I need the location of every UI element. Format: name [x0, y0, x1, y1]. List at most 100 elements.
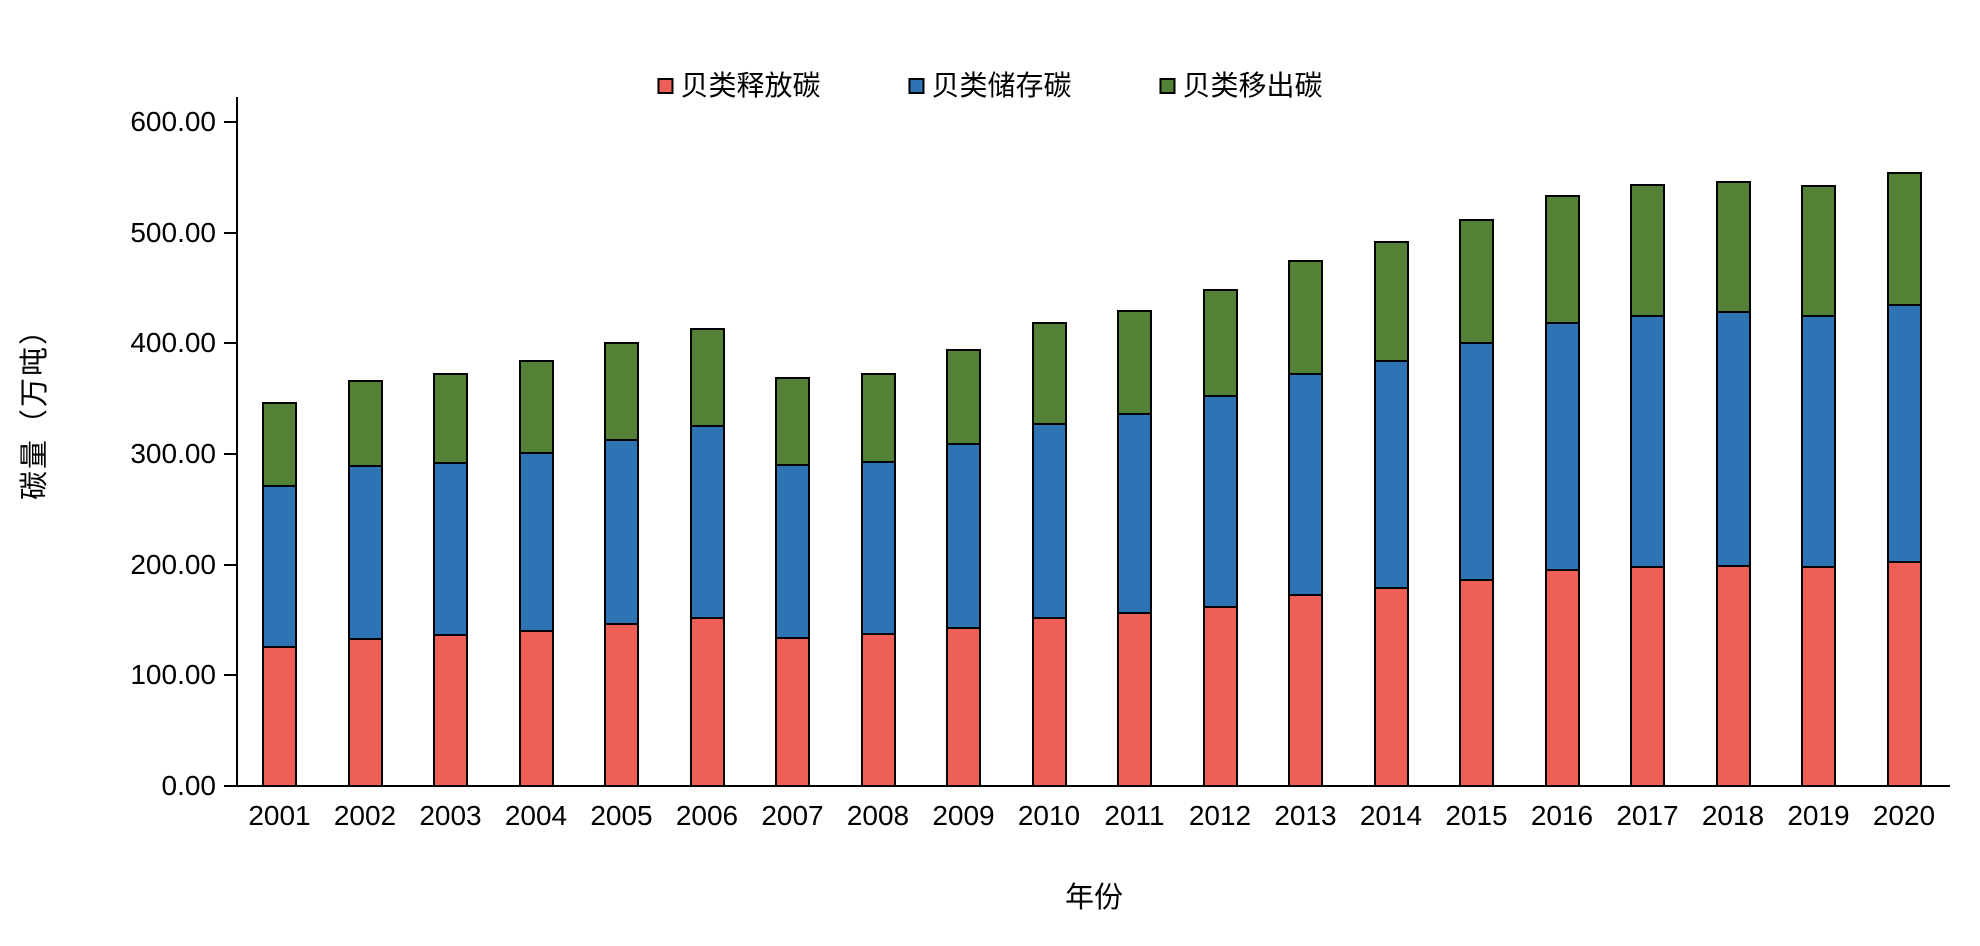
bar-2004-segment-贝类储存碳 [518, 451, 554, 633]
legend-item: 贝类储存碳 [908, 70, 1072, 101]
y-tick-label: 100.00 [130, 659, 216, 691]
bar-2011-segment-贝类移出碳 [1117, 310, 1152, 416]
y-tick [224, 453, 236, 455]
y-tick-label: 200.00 [130, 548, 216, 580]
bar-2006-segment-贝类释放碳 [689, 616, 725, 787]
y-tick-label: 300.00 [130, 438, 216, 469]
x-tick-label: 2017 [1616, 800, 1679, 831]
x-tick-label: 2003 [419, 800, 482, 831]
bar-2003-segment-贝类移出碳 [433, 373, 468, 464]
bar-2017-segment-贝类释放碳 [1630, 565, 1665, 787]
legend-swatch-icon [657, 78, 674, 94]
bar-2001-segment-贝类移出碳 [262, 402, 297, 488]
bar-2016-segment-贝类移出碳 [1544, 195, 1580, 325]
x-tick-label: 2008 [846, 800, 910, 831]
bar-2018-segment-贝类储存碳 [1715, 311, 1751, 567]
bar-2018-segment-贝类释放碳 [1715, 564, 1751, 787]
y-tick-label: 400.00 [130, 327, 216, 359]
x-tick-label: 2018 [1701, 800, 1765, 831]
bar-2005-segment-贝类移出碳 [604, 342, 639, 441]
y-axis-title: 碳量（万吨） [19, 314, 51, 501]
x-tick-label: 2011 [1104, 800, 1165, 831]
x-tick-label: 2019 [1787, 800, 1850, 831]
y-axis-line [236, 97, 238, 787]
x-tick-label: 2006 [675, 800, 739, 831]
bar-2011-segment-贝类储存碳 [1117, 413, 1152, 615]
bar-2005-segment-贝类释放碳 [604, 623, 639, 787]
bar-2008-segment-贝类移出碳 [860, 373, 896, 463]
bar-2015-segment-贝类储存碳 [1459, 342, 1494, 582]
y-tick [224, 674, 236, 677]
bar-2002-segment-贝类储存碳 [347, 465, 383, 640]
bar-2018-segment-贝类移出碳 [1715, 180, 1751, 314]
y-tick [224, 785, 236, 787]
bar-2014-segment-贝类储存碳 [1373, 360, 1409, 589]
bar-2012-segment-贝类移出碳 [1202, 289, 1238, 398]
bar-2001-segment-贝类储存碳 [262, 485, 297, 648]
x-tick-label: 2005 [590, 800, 653, 831]
bar-2013-segment-贝类储存碳 [1288, 373, 1323, 596]
legend-swatch-icon [1159, 78, 1176, 94]
x-tick-label: 2004 [504, 800, 568, 831]
bar-2008-segment-贝类储存碳 [860, 460, 896, 636]
bar-2005-segment-贝类储存碳 [604, 438, 639, 626]
bar-2006-segment-贝类储存碳 [689, 425, 725, 619]
bar-2020-segment-贝类储存碳 [1886, 303, 1922, 564]
y-tick [224, 231, 236, 234]
y-tick-label: 0.00 [161, 770, 217, 801]
legend-item: 贝类移出碳 [1159, 70, 1323, 101]
bar-2016-segment-贝类储存碳 [1544, 322, 1580, 572]
bar-2013-segment-贝类释放碳 [1288, 593, 1323, 787]
bar-2002-segment-贝类释放碳 [347, 637, 383, 787]
bar-2012-segment-贝类释放碳 [1202, 605, 1238, 787]
y-tick [224, 563, 236, 566]
bar-2007-segment-贝类移出碳 [775, 376, 810, 467]
x-tick-label: 2016 [1530, 800, 1594, 831]
x-tick-label: 2007 [761, 800, 824, 831]
x-tick-label: 2010 [1017, 800, 1081, 831]
bar-2007-segment-贝类释放碳 [775, 636, 810, 787]
bar-2009-segment-贝类储存碳 [946, 443, 981, 629]
bar-2017-segment-贝类储存碳 [1630, 314, 1665, 568]
bar-2010-segment-贝类释放碳 [1031, 616, 1067, 787]
bar-2014-segment-贝类释放碳 [1373, 586, 1409, 787]
bar-2011-segment-贝类释放碳 [1117, 612, 1152, 787]
x-tick-label: 2001 [248, 800, 311, 831]
bar-2009-segment-贝类移出碳 [946, 348, 981, 446]
x-axis-line [236, 785, 1950, 787]
x-tick-label: 2002 [333, 800, 397, 831]
bar-2004-segment-贝类移出碳 [518, 360, 554, 454]
x-tick-label: 2015 [1445, 800, 1508, 831]
bar-2020-segment-贝类移出碳 [1886, 171, 1922, 306]
x-tick-label: 2009 [932, 800, 995, 831]
bar-2004-segment-贝类释放碳 [518, 630, 554, 787]
y-tick-label: 600.00 [130, 106, 216, 137]
bar-2008-segment-贝类释放碳 [860, 633, 896, 787]
bar-2016-segment-贝类释放碳 [1544, 569, 1580, 787]
bar-2007-segment-贝类储存碳 [775, 464, 810, 639]
x-tick-label: 2014 [1359, 800, 1423, 831]
legend-label: 贝类释放碳 [680, 70, 821, 101]
y-tick [224, 342, 236, 345]
legend-label: 贝类移出碳 [1182, 70, 1323, 101]
bar-2009-segment-贝类释放碳 [946, 626, 981, 787]
legend-swatch-icon [908, 78, 925, 94]
y-tick-label: 500.00 [130, 216, 216, 248]
legend-label: 贝类储存碳 [931, 70, 1072, 101]
bar-2013-segment-贝类移出碳 [1288, 260, 1323, 376]
bar-2010-segment-贝类移出碳 [1031, 322, 1067, 426]
x-tick-label: 2020 [1872, 800, 1936, 831]
bar-2003-segment-贝类储存碳 [433, 461, 468, 637]
bar-2019-segment-贝类储存碳 [1801, 314, 1836, 568]
legend: 贝类释放碳 贝类储存碳 贝类移出碳 [657, 70, 1323, 101]
x-axis-title: 年份 [1064, 882, 1123, 914]
x-tick-label: 2013 [1274, 800, 1337, 831]
bar-2017-segment-贝类移出碳 [1630, 184, 1665, 317]
bar-2019-segment-贝类移出碳 [1801, 185, 1836, 317]
bar-2015-segment-贝类释放碳 [1459, 579, 1494, 787]
bar-2020-segment-贝类释放碳 [1886, 561, 1922, 787]
bar-2014-segment-贝类移出碳 [1373, 240, 1409, 363]
bar-2019-segment-贝类释放碳 [1801, 565, 1836, 787]
bar-2001-segment-贝类释放碳 [262, 645, 297, 787]
